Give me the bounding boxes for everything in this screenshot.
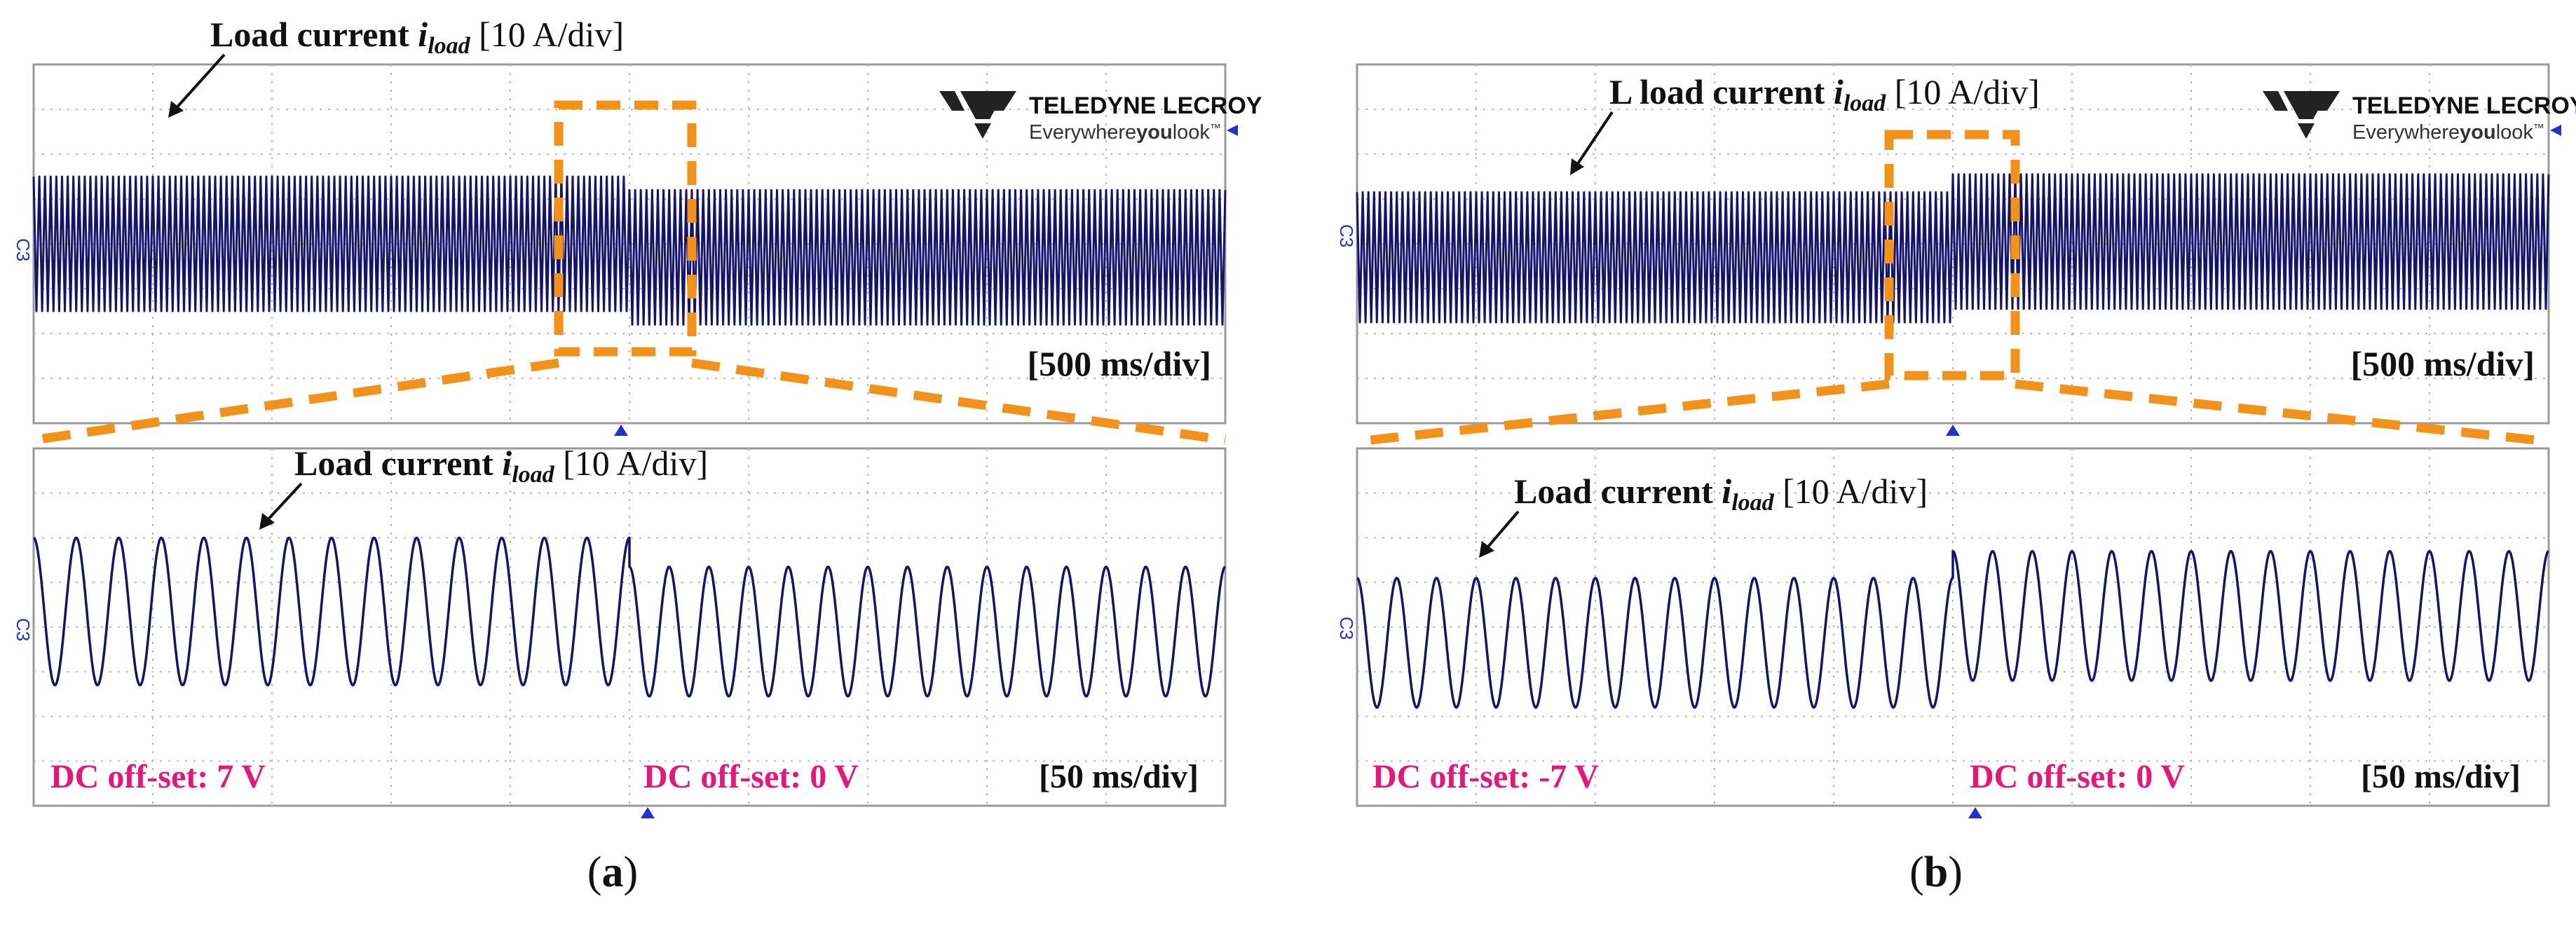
panel-b-top-time-marker [1946,425,1960,436]
panel-b-top-trigger-marker [2550,125,2561,136]
panel-a-bottom-arrow [264,482,303,524]
panel-a-zoom-link-right [691,358,1226,445]
panel-b-bottom-timebase: [50 ms/div] [2361,758,2521,795]
panel-b-bottom-arrowhead [1479,541,1494,558]
panel-b-top-arrowhead [1570,158,1584,175]
panel-a-brand-tagline: Everywhereyoulook™ [1029,121,1221,144]
panel-a-bottom-time-marker [641,807,655,818]
panel-a-top-trace-line [32,175,1227,326]
panel-a-bottom-trace-line [33,536,1226,698]
panel-b-top-trace-line [1356,173,2550,324]
panel-b-teledyne-logo: TELEDYNE LECROY Everywhereyoulook™ [2263,91,2576,144]
panel-a-top-arrow [172,53,226,112]
panel-b-top-trace [1356,173,2550,324]
panel-b-bottom-trace-line [1356,549,2549,709]
panel-b-bottom-channel-label: C3 [1336,617,1357,640]
panel-a-top-channel-label: C3 [13,238,34,261]
panel-b-bottom-arrow [1483,510,1520,552]
panel-a-caption: (a) [587,849,638,896]
panel-b-brand-tagline: Everywhereyoulook™ [2352,121,2544,144]
panel-b-bottom-grid [1357,448,2549,806]
panel-a-top-arrowhead [168,101,184,118]
panel-a-bottom-trace [33,536,1226,698]
panel-b-zoom-box [1884,130,2020,380]
panel-b-top-timebase: [500 ms/div] [2351,344,2535,383]
panel-b-offset-before: DC off-set: -7 V [1372,758,1599,795]
panel-a-top-scope: TELEDYNE LECROY Everywhereyoulook™ Load … [13,15,1262,436]
panel-b-offset-after: DC off-set: 0 V [1970,758,2185,795]
panel-a-top-trigger-marker [1227,125,1238,136]
panel-a-top-label: Load current iload [10 A/div] [210,15,624,59]
panel-a-top-trace [32,175,1227,326]
panel-a-teledyne-logo: TELEDYNE LECROY Everywhereyoulook™ [939,91,1262,144]
panel-b-brand-name: TELEDYNE LECROY [2352,92,2576,119]
panel-a-offset-before: DC off-set: 7 V [50,758,266,795]
panel-b-caption: (b) [1909,849,1963,896]
panel-b-bottom-label: Load current iload [10 A/div] [1514,472,1928,516]
panel-b-bottom-scope: Load current iload [10 A/div] DC off-set… [1336,447,2550,818]
panel-a-bottom-label: Load current iload [10 A/div] [294,444,708,488]
panel-b: TELEDYNE LECROY Everywhereyoulook™ L loa… [1336,63,2576,896]
panel-a-top-timebase: [500 ms/div] [1028,344,1212,383]
panel-a-bottom-timebase: [50 ms/div] [1039,758,1199,795]
panel-b-top-arrow [1574,111,1614,168]
panel-a-offset-after: DC off-set: 0 V [643,758,859,795]
panel-b-top-channel-label: C3 [1336,224,1357,247]
panel-a-bottom-arrowhead [259,513,275,530]
panel-b-bottom-trace [1356,549,2549,709]
panel-a-bottom-scope: Load current iload [10 A/div] DC off-set… [13,444,1227,818]
panel-b-top-label: L load current iload [10 A/div] [1609,72,2040,116]
panel-a-top-grid [34,64,1225,423]
panel-a-top-time-marker [614,425,628,436]
panel-a-brand-name: TELEDYNE LECROY [1029,92,1262,119]
panel-b-top-scope: TELEDYNE LECROY Everywhereyoulook™ L loa… [1336,63,2576,436]
panel-a: TELEDYNE LECROY Everywhereyoulook™ Load … [13,15,1262,896]
panel-a-bottom-grid [34,448,1225,806]
panel-a-bottom-channel-label: C3 [13,618,34,641]
panel-b-bottom-time-marker [1968,807,1982,818]
